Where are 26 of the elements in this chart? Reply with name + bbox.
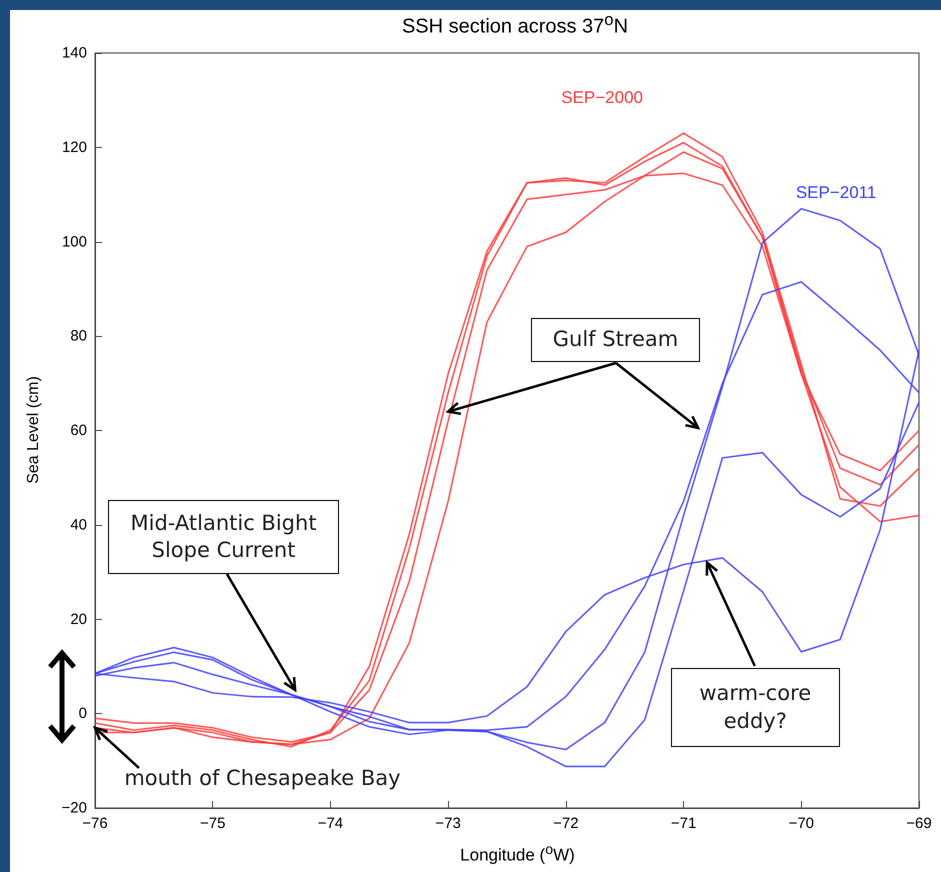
- x-axis-title: Longitude ($^{o}$W): [459, 842, 576, 866]
- x-tick-label: −71: [670, 815, 696, 832]
- text: SEP−2011: [796, 183, 876, 203]
- x-tick-label: −76: [82, 815, 108, 832]
- y-tick-label: 60: [70, 422, 87, 439]
- chart-title: SSH section across 37$^{o}$N: [400, 10, 630, 39]
- x-tick-label: −74: [318, 815, 344, 832]
- y-tick-label: 20: [70, 610, 87, 628]
- x-tick-label: −75: [200, 815, 226, 832]
- annotation: Mid-Atlantic Bight Slope Current: [108, 500, 340, 574]
- x-tick-label: −70: [788, 815, 814, 832]
- y-tick-label: 0: [78, 705, 87, 722]
- annotation: Gulf Stream: [530, 318, 700, 362]
- text: SEP−2000: [561, 88, 643, 108]
- y-tick-label: 100: [62, 233, 87, 250]
- y-axis-title: Sea Level (cm): [25, 376, 43, 484]
- y-tick-label: −20: [62, 800, 87, 816]
- y-tick-label: 40: [70, 516, 87, 534]
- y-tick-label: 80: [70, 328, 87, 345]
- x-tick-label: −72: [553, 815, 579, 832]
- x-tick-label: −69: [906, 815, 932, 832]
- y-tick-label: 120: [62, 138, 87, 156]
- annotation: warm-core eddy?: [670, 668, 840, 747]
- y-tick-label: 140: [62, 44, 87, 62]
- annotation: mouth of Chesapeake Bay: [124, 766, 401, 790]
- x-tick-label: −73: [435, 815, 461, 832]
